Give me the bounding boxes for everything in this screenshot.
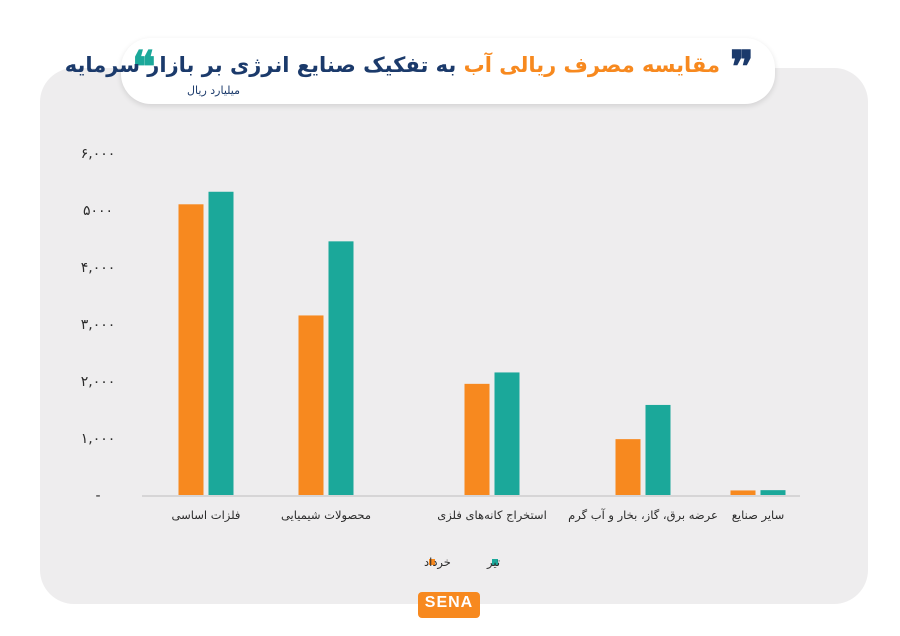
y-tick-label: ۶,۰۰۰ — [81, 146, 116, 162]
title-accent: مقایسه مصرف ریالی آب — [463, 53, 720, 77]
x-tick-label: محصولات شیمیایی — [281, 508, 371, 523]
y-tick-label: ۱,۰۰۰ — [81, 431, 116, 447]
x-tick-label: عرضه برق، گاز، بخار و آب گرم — [568, 508, 718, 523]
bar-khordad — [178, 204, 204, 496]
bar-khordad — [730, 490, 756, 495]
bar-tir — [645, 404, 671, 495]
legend-swatch — [429, 559, 435, 565]
y-tick-label: - — [95, 488, 100, 504]
title-main: به تفکیک صنایع انرژی بر بازار سرمایه — [64, 53, 457, 77]
legend-swatch — [492, 559, 498, 565]
bar-tir — [328, 241, 354, 495]
x-tick-label: فلزات اساسی — [172, 508, 241, 523]
bar-khordad — [464, 383, 490, 495]
bar-tir — [760, 490, 786, 495]
y-tick-label: ۴,۰۰۰ — [81, 260, 116, 276]
x-tick-label: سایر صنایع — [732, 508, 784, 523]
x-tick-label: استخراج کانه‌های فلزی — [437, 508, 547, 523]
bar-tir — [208, 191, 234, 495]
legend-label: خرداد — [424, 555, 451, 570]
y-tick-label: ۲,۰۰۰ — [81, 374, 116, 390]
bar-khordad — [615, 439, 641, 495]
y-axis-unit-label: میلیارد ریال — [187, 84, 240, 97]
sena-logo: SENA — [418, 592, 480, 618]
y-tick-label: ۵۰۰۰ — [83, 203, 113, 219]
y-tick-label: ۳,۰۰۰ — [81, 317, 116, 333]
quote-left-icon: ❝ — [132, 42, 156, 93]
bar-tir — [494, 372, 520, 495]
bar-khordad — [298, 315, 324, 495]
title-box — [121, 38, 775, 104]
legend-label: تیر — [486, 555, 500, 570]
chart-title: مقایسه مصرف ریالی آب به تفکیک صنایع انرژ… — [65, 50, 720, 80]
chart-panel — [40, 68, 868, 604]
quote-right-icon: ❞ — [730, 42, 754, 93]
